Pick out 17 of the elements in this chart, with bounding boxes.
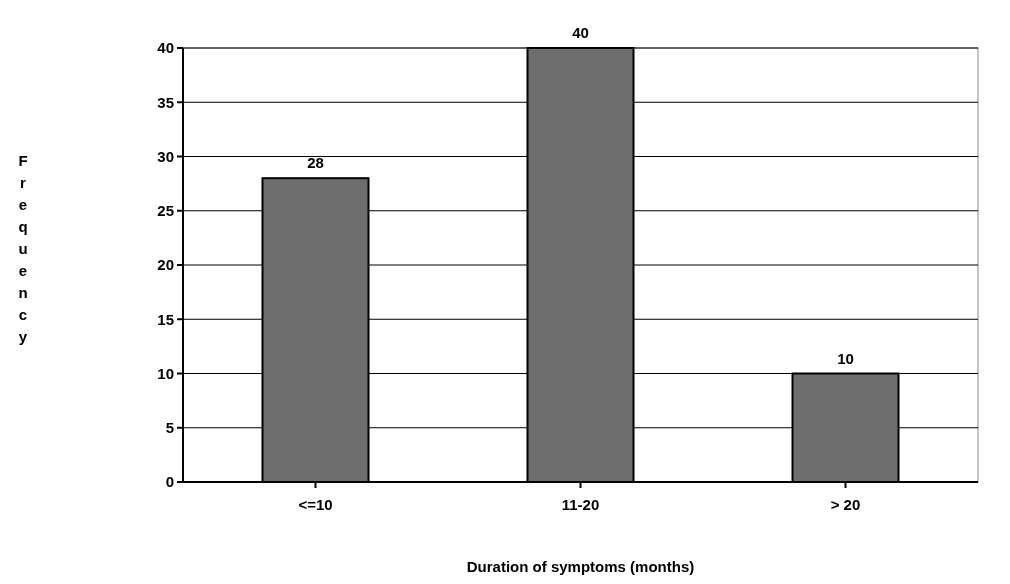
y-tick-label: 10 bbox=[157, 364, 174, 382]
y-tick-label: 35 bbox=[157, 93, 174, 111]
y-tick-label: 0 bbox=[165, 473, 174, 491]
y-tick-label: 20 bbox=[157, 256, 174, 274]
data-label: 40 bbox=[572, 24, 589, 41]
data-label: 10 bbox=[837, 349, 854, 367]
y-tick-label: 40 bbox=[157, 39, 174, 57]
text: Frequency bbox=[18, 152, 28, 345]
y-tick-label: 30 bbox=[157, 147, 174, 165]
x-tick-label: > 20 bbox=[830, 496, 861, 513]
x-axis-title: Duration of symptoms (months) bbox=[466, 558, 695, 575]
y-tick-label: 5 bbox=[165, 419, 174, 436]
x-tick-label: <=10 bbox=[298, 496, 333, 513]
y-tick-label: 15 bbox=[157, 310, 174, 328]
y-tick-label: 25 bbox=[157, 202, 174, 219]
x-tick-label: 11-20 bbox=[561, 496, 600, 513]
data-label: 28 bbox=[307, 154, 324, 172]
